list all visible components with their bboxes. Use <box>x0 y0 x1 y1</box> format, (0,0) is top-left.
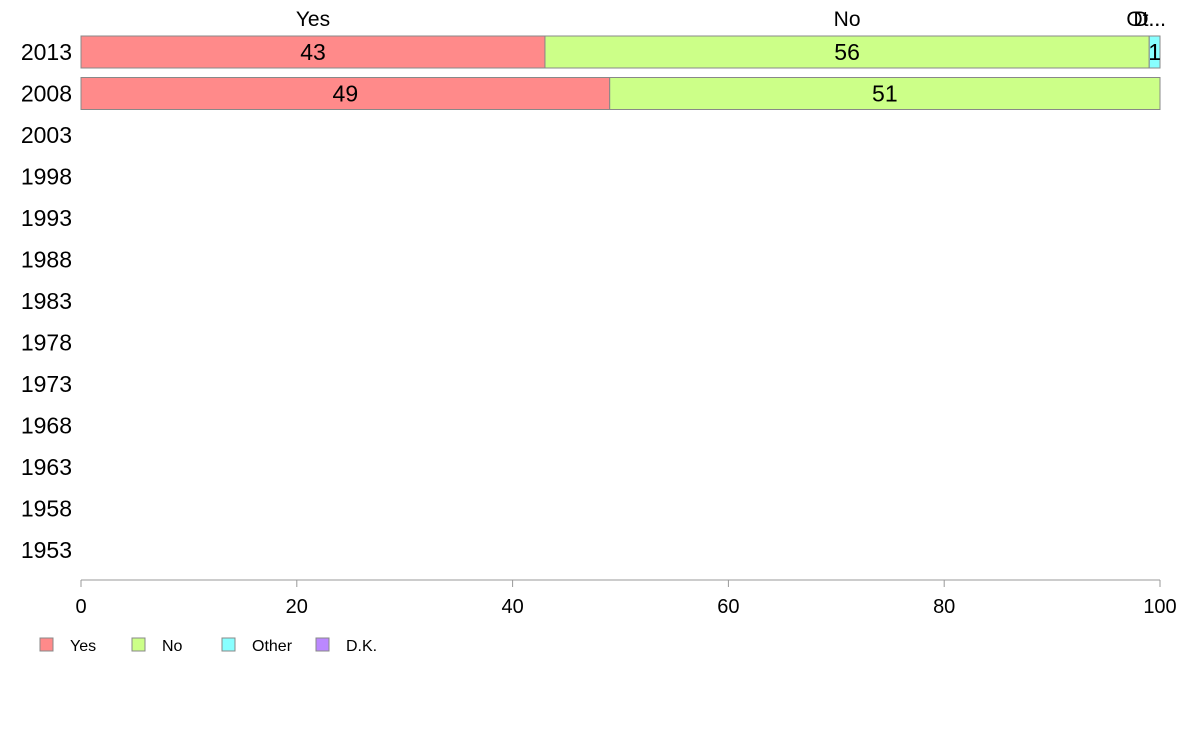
y-tick-label: 1963 <box>21 454 72 480</box>
bar-segment <box>1148 35 1161 69</box>
bars: 43 56 1 49 51 <box>80 35 1161 110</box>
y-tick-label: 1958 <box>21 496 72 522</box>
y-tick-label: 1953 <box>21 537 72 563</box>
y-tick-label: 2003 <box>21 122 72 148</box>
legend-label: Other <box>252 638 293 655</box>
bar-segment <box>609 77 1161 110</box>
x-tick-label: 20 <box>286 596 308 618</box>
y-tick-label: 1978 <box>21 330 72 356</box>
y-tick-label: 1983 <box>21 288 72 314</box>
legend-item: Yes <box>39 637 96 655</box>
y-tick-label: 2013 <box>21 39 72 65</box>
x-tick-label: 0 <box>75 596 86 618</box>
x-tick-label: 80 <box>933 596 955 618</box>
legend-swatch <box>221 637 236 652</box>
bar-value-label: 49 <box>333 81 359 107</box>
legend-label: D.K. <box>346 638 377 655</box>
x-tick-label: 100 <box>1143 596 1176 618</box>
top-category-label: No <box>834 8 861 31</box>
legend-label: No <box>162 638 183 655</box>
legend-item: Other <box>221 637 293 655</box>
top-category-label: Yes <box>296 8 330 31</box>
legend-swatch <box>315 637 330 652</box>
bar-value-label: 56 <box>834 39 860 65</box>
top-category-labels: Yes No Ot...D... <box>296 8 1166 31</box>
bar-value-label: 43 <box>300 39 326 65</box>
x-axis: 0 20 40 60 80 100 <box>75 579 1177 618</box>
x-tick-label: 40 <box>501 596 523 618</box>
legend-label: Yes <box>70 638 96 655</box>
y-tick-label: 2008 <box>21 81 72 107</box>
y-tick-label: 1998 <box>21 164 72 190</box>
bar-value-label: 1 <box>1148 39 1161 65</box>
legend-swatch <box>131 637 146 652</box>
x-tick-label: 60 <box>717 596 739 618</box>
y-tick-label: 1968 <box>21 413 72 439</box>
legend-item: D.K. <box>315 637 377 655</box>
top-category-label: D... <box>1133 8 1166 31</box>
y-tick-label: 1973 <box>21 371 72 397</box>
y-tick-label: 1993 <box>21 205 72 231</box>
y-axis-tick-labels: 2013 2008 2003 1998 1993 1988 1983 1978 1973 1968… <box>21 39 72 563</box>
legend: Yes No Other D.K. <box>39 637 377 655</box>
bar-value-label: 51 <box>872 81 898 107</box>
bar-segment <box>544 35 1150 69</box>
bar-segment <box>80 77 611 110</box>
y-tick-label: 1988 <box>21 247 72 273</box>
top-category-label: Ot... <box>1126 8 1166 31</box>
legend-swatch <box>39 637 54 652</box>
legend-item: No <box>131 637 183 655</box>
